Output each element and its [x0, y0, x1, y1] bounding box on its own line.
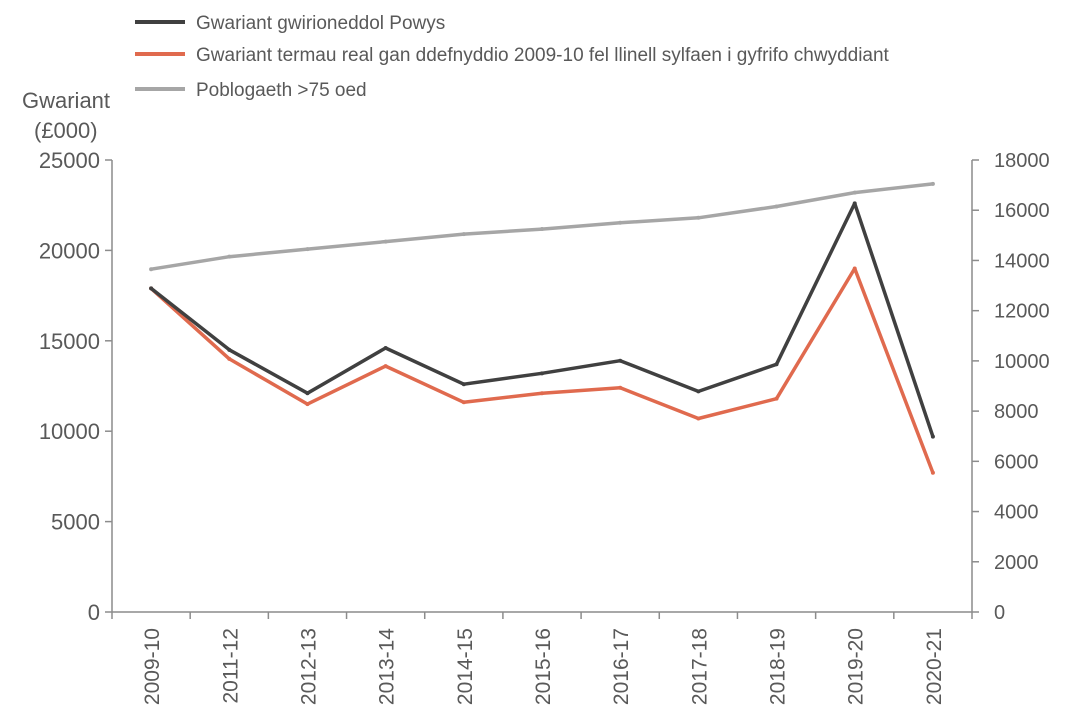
- data-point-series-2: [227, 254, 232, 259]
- x-tick-label: 2020-21: [923, 628, 946, 705]
- data-point-series-2: [930, 181, 935, 186]
- data-point-series-2: [696, 215, 701, 220]
- y-right-tick-label: 18000: [994, 150, 1050, 172]
- y-left-label-line2: (£000): [34, 118, 98, 143]
- data-point-series-2: [461, 232, 466, 237]
- y-left-tick-label: 25000: [39, 148, 100, 173]
- y-right-tick-label: 6000: [994, 451, 1039, 473]
- data-point-series-0: [852, 201, 857, 206]
- x-tick-label: 2009-10: [141, 628, 164, 705]
- data-point-series-2: [149, 267, 154, 272]
- series-line-2: [149, 182, 935, 271]
- legend-label-real-terms: Gwariant termau real gan ddefnyddio 2009…: [196, 45, 890, 66]
- y-left-tick-label: 0: [88, 600, 100, 625]
- data-point-series-0: [227, 347, 232, 352]
- y-left-ticks: 0 5000 10000 15000 20000 25000: [39, 148, 112, 625]
- legend-label-population: Poblogaeth >75 oed: [196, 80, 367, 101]
- data-point-series-2: [852, 190, 857, 195]
- y-right-tick-label: 8000: [994, 401, 1039, 423]
- data-point-series-1: [383, 364, 388, 369]
- x-tick-label: 2014-15: [454, 628, 477, 705]
- x-tick-label: 2016-17: [610, 628, 633, 705]
- y-left-tick-label: 15000: [39, 329, 100, 354]
- x-ticks: 2009-10 2011-12 2012-13 2013-14 2014-15 2015-…: [111, 612, 973, 705]
- x-tick-label: 2015-16: [532, 628, 555, 705]
- data-point-series-0: [696, 389, 701, 394]
- y-right-tick-label: 2000: [994, 552, 1039, 574]
- x-tick-label: 2019-20: [845, 628, 868, 705]
- data-point-series-1: [540, 391, 544, 396]
- x-tick-label: 2013-14: [376, 628, 399, 705]
- y-right-ticks: 0 2000 4000 6000 8000 10000 12000 14000 16000 180…: [972, 150, 1050, 624]
- y-left-tick-label: 10000: [39, 419, 100, 444]
- y-right-tick-label: 0: [994, 602, 1005, 624]
- y-right-tick-label: 10000: [994, 351, 1050, 373]
- legend: Gwariant gwirioneddol Powys Gwariant ter…: [135, 13, 890, 101]
- data-point-series-0: [383, 346, 388, 351]
- data-point-series-2: [383, 239, 388, 244]
- data-point-series-1: [227, 356, 232, 361]
- data-point-series-0: [540, 371, 544, 376]
- series-line-0: [149, 201, 935, 439]
- x-tick-label: 2017-18: [688, 628, 711, 705]
- y-right-tick-label: 12000: [994, 301, 1050, 323]
- data-point-series-1: [461, 400, 466, 405]
- data-point-series-2: [774, 204, 779, 209]
- y-left-tick-label: 20000: [39, 238, 100, 263]
- y-left-label-line1: Gwariant: [22, 88, 110, 113]
- data-point-series-0: [774, 362, 779, 367]
- legend-label-actual: Gwariant gwirioneddol Powys: [196, 13, 445, 34]
- x-tick-label: 2012-13: [297, 628, 320, 705]
- data-point-series-2: [305, 247, 310, 252]
- data-point-series-1: [774, 396, 779, 401]
- x-tick-label: 2011-12: [219, 628, 242, 704]
- series-lines: [149, 181, 935, 475]
- data-point-series-0: [305, 391, 310, 396]
- data-point-series-1: [305, 402, 310, 407]
- data-point-series-2: [618, 220, 623, 225]
- y-right-tick-label: 4000: [994, 502, 1039, 524]
- y-right-tick-label: 14000: [994, 250, 1050, 272]
- y-right-tick-label: 16000: [994, 200, 1050, 222]
- data-point-series-1: [930, 470, 935, 475]
- y-left-tick-label: 5000: [51, 510, 100, 535]
- data-point-series-0: [461, 382, 466, 387]
- data-point-series-1: [852, 266, 857, 271]
- data-point-series-0: [149, 286, 154, 291]
- x-tick-label: 2018-19: [767, 628, 790, 705]
- data-point-series-0: [618, 358, 623, 363]
- data-point-series-1: [696, 416, 701, 421]
- data-point-series-2: [540, 227, 544, 232]
- data-point-series-1: [618, 385, 623, 390]
- data-point-series-0: [930, 434, 935, 439]
